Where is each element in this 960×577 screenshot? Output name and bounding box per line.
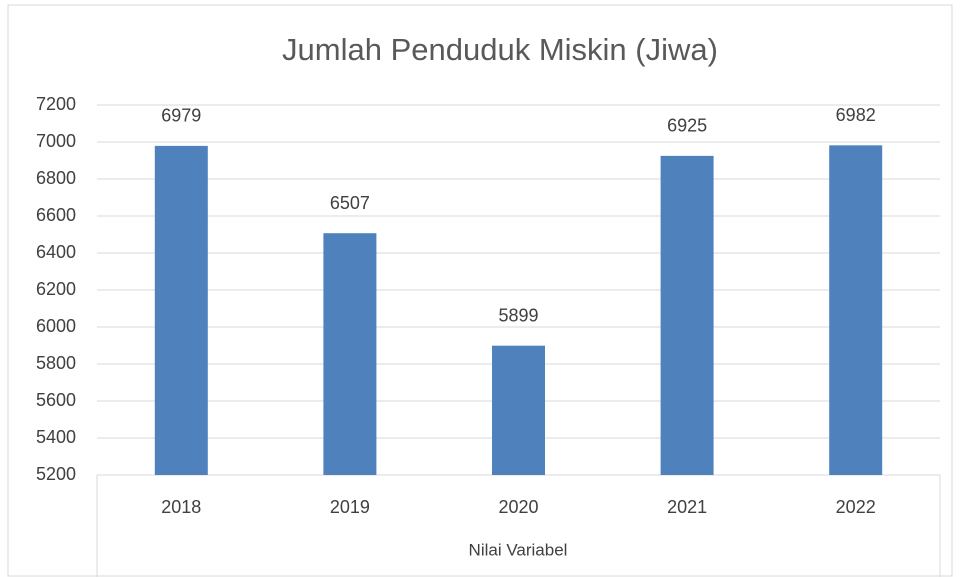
bar — [660, 155, 714, 475]
data-label: 6979 — [161, 106, 201, 126]
y-tick-label: 5400 — [36, 427, 76, 447]
y-tick-label: 7000 — [36, 131, 76, 151]
bar — [492, 345, 545, 475]
y-tick-label: 5200 — [36, 464, 76, 484]
y-tick-label: 6000 — [36, 316, 76, 336]
bar — [829, 145, 883, 475]
bar — [323, 233, 377, 475]
x-tick-label: 2021 — [667, 497, 707, 517]
y-tick-label: 6200 — [36, 279, 76, 299]
data-label: 6982 — [836, 105, 876, 125]
x-tick-label: 2022 — [836, 497, 876, 517]
data-label: 6507 — [330, 193, 370, 213]
x-tick-label: 2020 — [498, 497, 538, 517]
x-tick-label: 2019 — [330, 497, 370, 517]
bar — [154, 145, 208, 475]
x-axis-label: Nilai Variabel — [469, 540, 568, 559]
y-tick-label: 6400 — [36, 242, 76, 262]
x-tick-label: 2018 — [161, 497, 201, 517]
data-label: 6925 — [667, 116, 707, 136]
data-label: 5899 — [498, 305, 538, 325]
y-tick-label: 6800 — [36, 168, 76, 188]
chart-title: Jumlah Penduduk Miskin (Jiwa) — [282, 32, 718, 67]
y-tick-label: 6600 — [36, 205, 76, 225]
y-tick-label: 7200 — [36, 94, 76, 114]
y-tick-label: 5600 — [36, 390, 76, 410]
y-tick-label: 5800 — [36, 353, 76, 373]
